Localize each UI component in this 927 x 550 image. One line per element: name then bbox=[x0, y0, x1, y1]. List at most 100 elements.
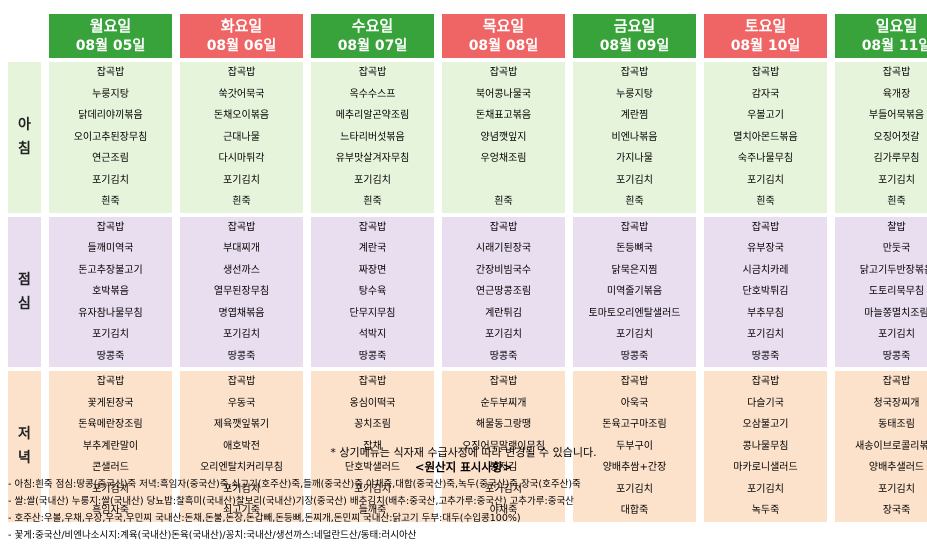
menu-item: 잡곡밥 bbox=[751, 67, 780, 78]
menu-item: 장국죽 bbox=[882, 505, 911, 516]
day-date: 08월 11일 bbox=[861, 38, 927, 54]
menu-item: 부들어묵볶음 bbox=[868, 110, 925, 121]
menu-item: 포기김치 bbox=[747, 329, 784, 340]
menu-cell: 잡곡밥 돈등뼈국 닭묵은지찜 미역줄기볶음 토마토오리엔탈샐러드 포기김치 땅콩죽 bbox=[565, 212, 696, 367]
menu-item: 멸치아몬드볶음 bbox=[733, 131, 798, 143]
day-name: 수요일 bbox=[351, 17, 394, 35]
menu-item: 양념깻잎지 bbox=[480, 131, 527, 143]
menu-item: 포기김치 bbox=[223, 329, 260, 340]
origin-line: - 호주산:우볼,우채,우장,우국,우민찌 국내산:돈채,돈불,돈장,돈갑빼,돈… bbox=[8, 513, 521, 524]
menu-item: 잡곡밥 bbox=[751, 221, 780, 233]
menu-cell: 잡곡밥 옹심이떡국 꽁치조림 잡채 단호박샐러드 포기김치 들깨죽 bbox=[303, 367, 434, 522]
menu-item: 찰밥 bbox=[887, 221, 906, 233]
meal-label-char: 녁 bbox=[18, 450, 31, 467]
menu-item: 제육깻잎볶기 bbox=[213, 419, 270, 430]
day-header: 월요일 08월 05일 bbox=[41, 14, 172, 58]
menu-cell: 잡곡밥청국장찌개동태조림새송이브로콜리볶음양배추샐러드포기김치장국죽 bbox=[827, 367, 927, 522]
menu-item: 포기김치 bbox=[92, 483, 129, 495]
day-date: 08월 09일 bbox=[599, 38, 670, 54]
origin-list: - 아침:흰죽 점심:땅콩(중국산)죽 저녁:흑임자(중국산)죽,쇠고기(호주산… bbox=[8, 476, 581, 544]
menu-cell: 잡곡밥 꽃게된장국 돈육메란장조림 부추계란말이 콘샐러드 포기김치 흑임자죽 bbox=[41, 367, 172, 522]
menu-item: 땅콩죽 bbox=[358, 350, 387, 362]
menu-item: 흰죽 bbox=[101, 196, 120, 207]
menu-item: 꽃게된장국 bbox=[87, 397, 134, 409]
day-header: 목요일 08월 08일 bbox=[434, 14, 565, 58]
dinner-row: 저 녁 잡곡밥 꽃게된장국 돈육메란장조림 부추계란말이 콘샐러드 포기김치 흑임자죽 잡곡밥 우동… bbox=[8, 367, 927, 522]
menu-item: 들깨죽 bbox=[358, 505, 387, 516]
weekly-menu-table: 월요일 08월 05일 화요일 08월 06일 수요일 08월 07일 목요일 08월 … bbox=[8, 14, 927, 522]
menu-item: 유자참나물무침 bbox=[78, 307, 143, 319]
menu-item: 잡곡밥 bbox=[620, 67, 649, 78]
menu-cell: 잡곡밥 계란국 짜장면 탕수육 단무지무침 석박지 땅콩죽 bbox=[303, 212, 434, 367]
menu-item: 땅콩죽 bbox=[227, 350, 256, 362]
menu-item: 흰죽 bbox=[887, 196, 906, 207]
meal-label-char: 아 bbox=[18, 117, 31, 134]
day-header: 수요일 08월 07일 bbox=[303, 14, 434, 58]
menu-cell: 잡곡밥 누룽지탕 닭데리야끼볶음 오이고추된장무침 연근조림 포기김치 흰죽 bbox=[41, 58, 172, 213]
menu-cell: 잡곡밥 육개장 부들어묵볶음 오징어젓갈 김가루무침 포기김치 흰죽 bbox=[827, 58, 927, 213]
meal-label-char: 점 bbox=[18, 271, 31, 288]
menu-item: 잡곡밥 bbox=[227, 221, 256, 233]
menu-item: 연근땅콩조림 bbox=[475, 286, 532, 297]
menu-item: 애호박전 bbox=[223, 440, 260, 452]
menu-item: 돈등뼈국 bbox=[616, 243, 653, 254]
menu-cell: 잡곡밥 부대찌개 생선까스 열무된장무침 명엽채볶음 포기김치 땅콩죽 bbox=[172, 212, 303, 367]
menu-item: 잡곡밥 bbox=[96, 221, 125, 233]
menu-item: 잡곡밥 bbox=[358, 221, 387, 233]
menu-item: 돈채오이볶음 bbox=[213, 110, 270, 121]
menu-item: 땅콩죽 bbox=[620, 350, 649, 362]
day-header: 화요일 08월 06일 bbox=[172, 14, 303, 58]
menu-item: 우동국 bbox=[227, 397, 256, 409]
menu-item: 오징어젓갈 bbox=[873, 131, 920, 143]
menu-item: 땅콩죽 bbox=[489, 350, 518, 362]
menu-item bbox=[442, 170, 565, 192]
menu-item: 흰죽 bbox=[494, 196, 513, 207]
menu-item: 누룽지탕 bbox=[92, 88, 129, 100]
menu-item: 포기김치 bbox=[485, 329, 522, 340]
menu-item: 누룽지탕 bbox=[616, 88, 653, 100]
menu-item: 포기김치 bbox=[354, 483, 391, 495]
menu-cell: 잡곡밥 다슬기국 오삼불고기 콩나물무침 마카로니샐러드 포기김치 녹두죽 bbox=[696, 367, 827, 522]
menu-item: 계란튀김 bbox=[485, 307, 522, 319]
day-name: 화요일 bbox=[220, 17, 263, 35]
menu-cell: 잡곡밥 들깨미역국 돈고추장불고기 호박볶음 유자참나물무침 포기김치 땅콩죽 bbox=[41, 212, 172, 367]
menu-item: 잡곡밥 bbox=[489, 67, 518, 78]
menu-item: 비엔나볶음 bbox=[611, 131, 658, 143]
menu-item: 돈고추장불고기 bbox=[78, 264, 143, 276]
menu-item: 녹두죽 bbox=[751, 505, 780, 516]
menu-item: 단호박샐러드 bbox=[344, 462, 401, 473]
menu-item: 근대나물 bbox=[223, 131, 260, 143]
menu-item: 시금치카레 bbox=[742, 264, 789, 276]
menu-item: 계란국 bbox=[358, 243, 387, 254]
menu-item: 잡곡밥 bbox=[96, 376, 125, 387]
menu-item: 숙주나물무침 bbox=[737, 153, 794, 164]
menu-cell: 잡곡밥 쑥갓어묵국 돈채오이볶음 근대나물 다시마튀각 포기김치 흰죽 bbox=[172, 58, 303, 213]
menu-item: 봉지김 bbox=[489, 462, 518, 473]
lunch-row: 점 심 잡곡밥 들깨미역국 돈고추장불고기 호박볶음 유자참나물무침 포기김치 땅콩죽 잡곡밥 부대… bbox=[8, 212, 927, 367]
menu-cell: 잡곡밥 우동국 제육깻잎볶기 애호박전 오리엔탈치커리무침 포기김치 쇠고기죽 bbox=[172, 367, 303, 522]
day-date: 08월 06일 bbox=[206, 38, 277, 54]
menu-item: 육개장 bbox=[882, 88, 911, 100]
day-header: 토요일 08월 10일 bbox=[696, 14, 827, 58]
menu-item: 양배추쌈+간장 bbox=[602, 462, 667, 473]
menu-item: 잡채 bbox=[363, 440, 382, 452]
menu-cell: 잡곡밥 누룽지탕 계란찜 비엔나볶음 가지나물 포기김치 흰죽 bbox=[565, 58, 696, 213]
origin-line: - 쌀:쌀(국내산) 누룽지:쌀(국내산) 당뇨밥:찰흑미(국내산)찰보리(국내… bbox=[8, 496, 574, 507]
menu-item: 야채죽 bbox=[489, 505, 518, 516]
menu-item: 해물동그랑땡 bbox=[475, 419, 532, 430]
menu-item: 포기김치 bbox=[223, 483, 260, 495]
menu-item: 흑임자죽 bbox=[92, 505, 129, 516]
menu-item: 돈육메란장조림 bbox=[78, 419, 143, 430]
menu-cell: 잡곡밥 북어콩나물국 돈채표고볶음 양념깻잎지 우엉채조림 흰죽 bbox=[434, 58, 565, 213]
day-header-row: 월요일 08월 05일 화요일 08월 06일 수요일 08월 07일 목요일 08월 … bbox=[8, 14, 927, 58]
menu-item: 유부장국 bbox=[747, 243, 784, 254]
menu-item: 마늘쫑멸치조림 bbox=[864, 307, 927, 319]
menu-item: 다슬기국 bbox=[747, 397, 784, 409]
day-name: 일요일 bbox=[875, 17, 918, 35]
menu-item: 흰죽 bbox=[363, 196, 382, 207]
menu-item: 시래기된장국 bbox=[475, 243, 532, 254]
menu-cell: 잡곡밥 유부장국 시금치카레 단호박튀김 부추무침 포기김치 땅콩죽 bbox=[696, 212, 827, 367]
menu-item: 포기김치 bbox=[485, 483, 522, 495]
menu-item: 유부맛살겨자무침 bbox=[335, 153, 410, 164]
